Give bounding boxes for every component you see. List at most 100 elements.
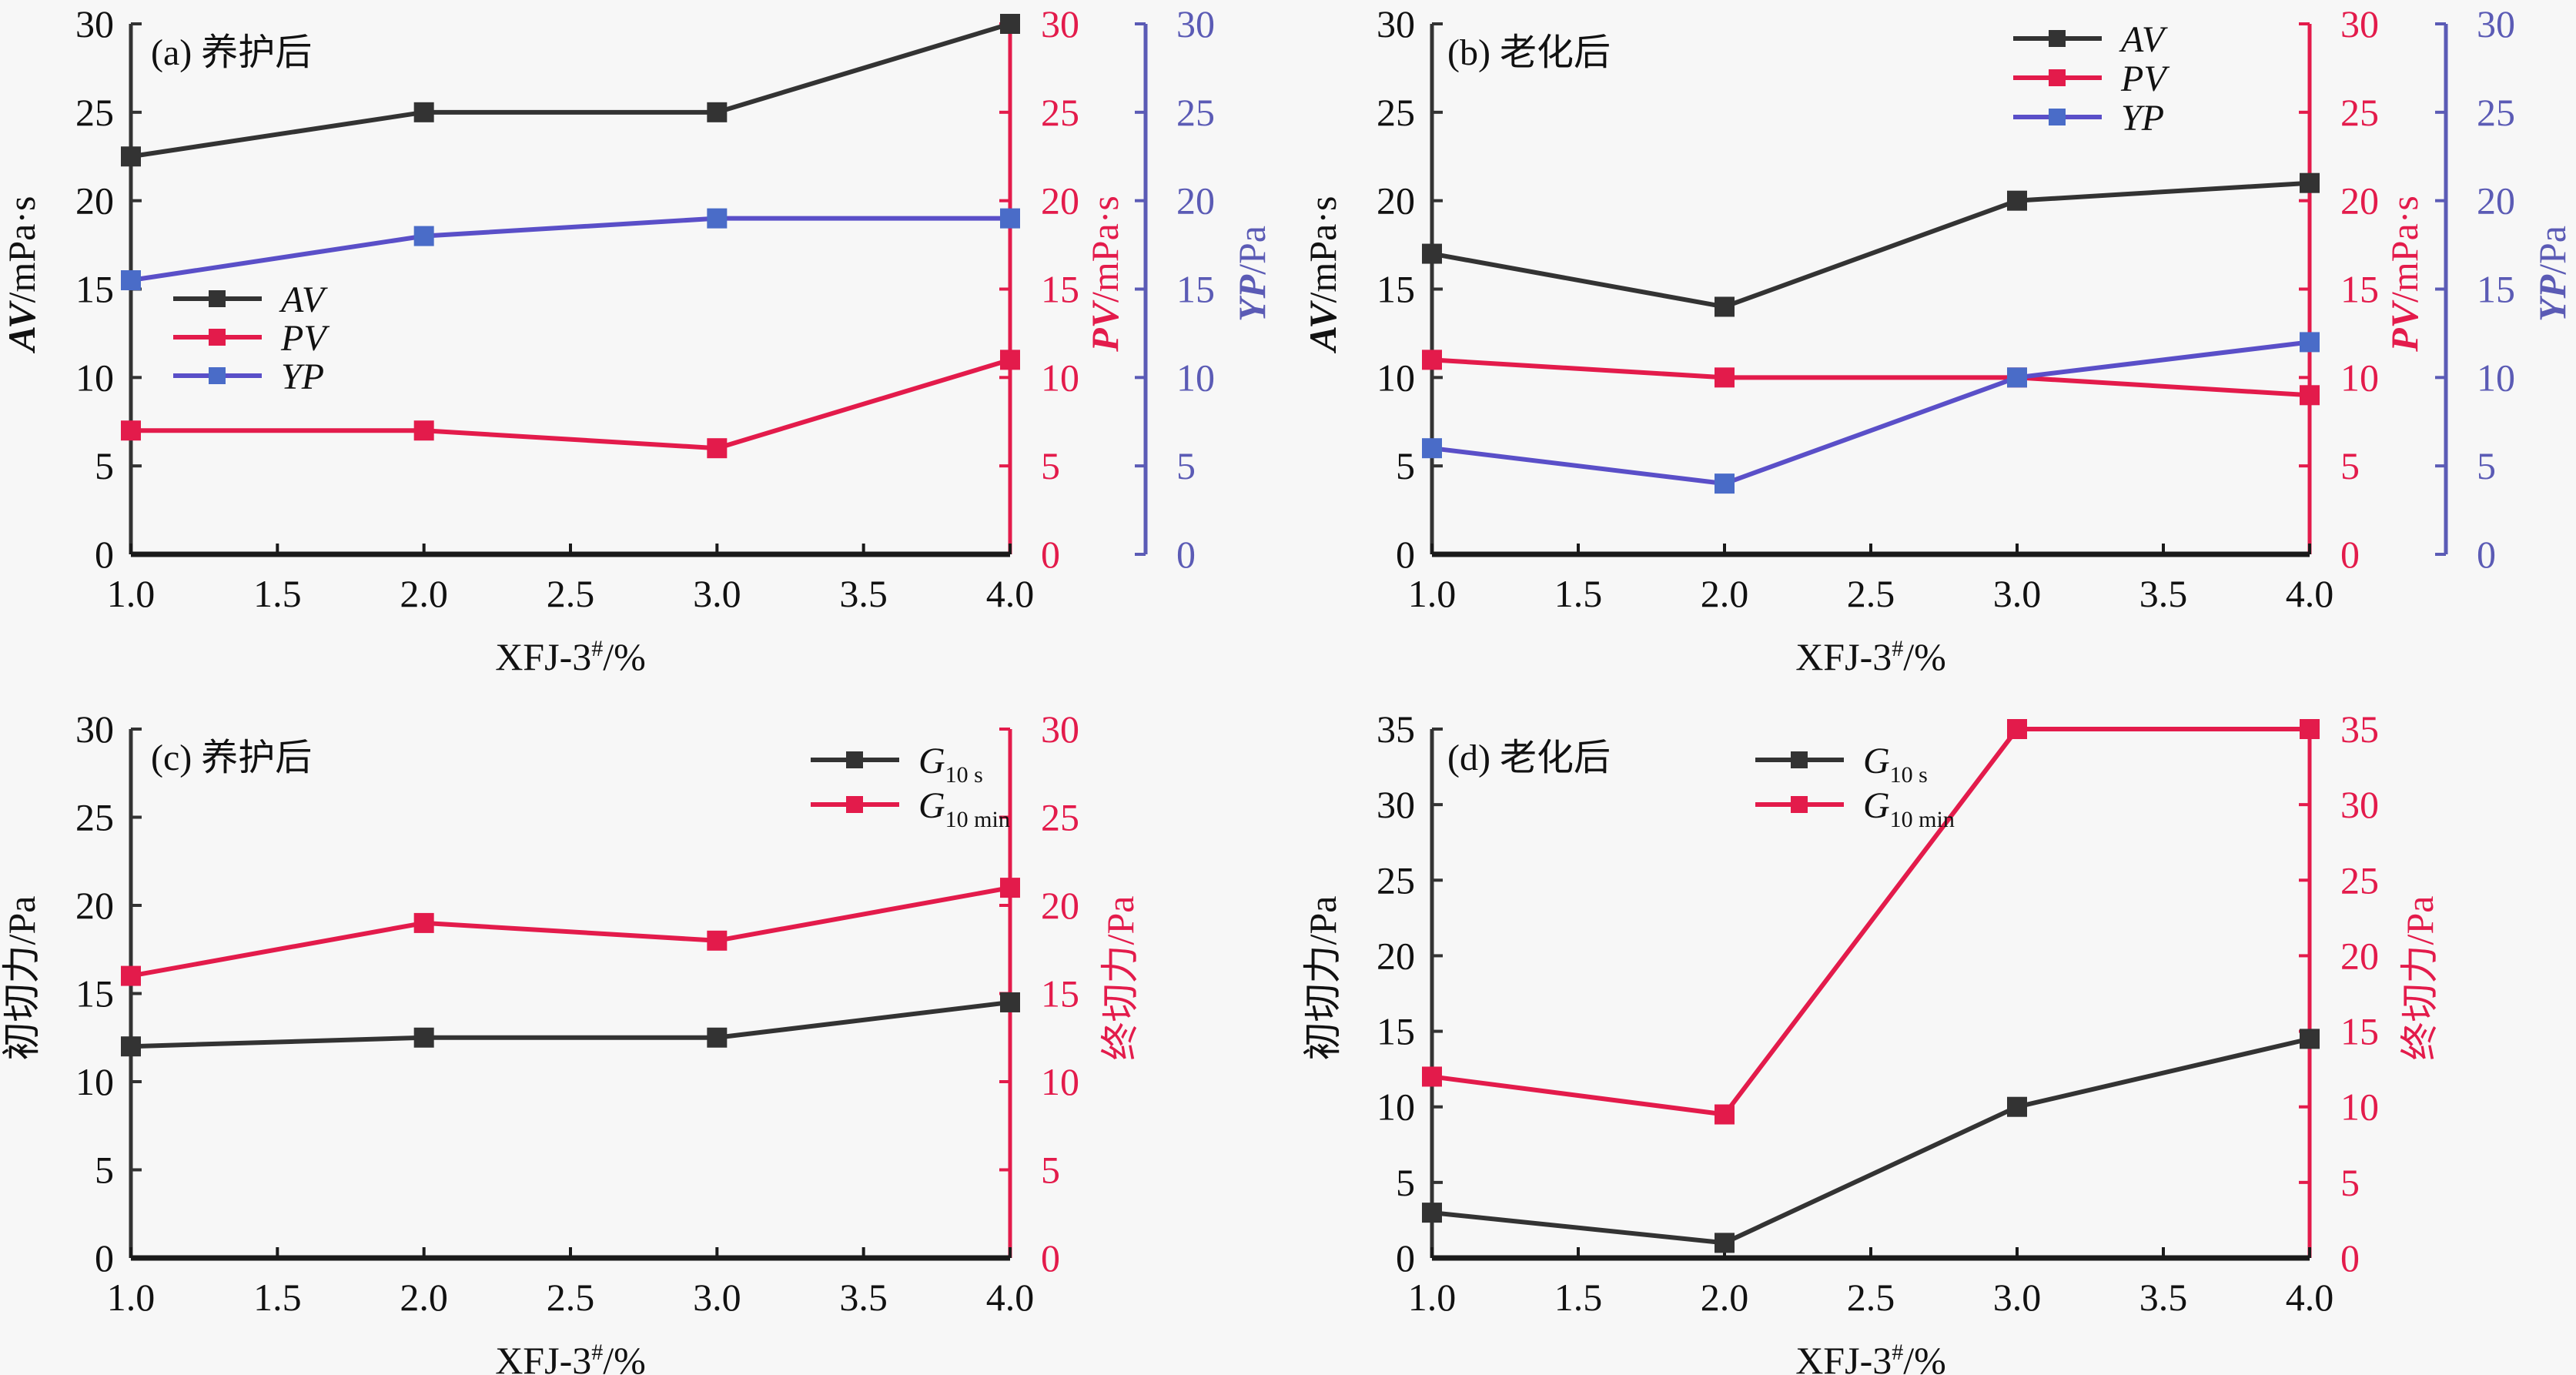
x-axis-title-superscript: # (591, 636, 603, 661)
y-axis-title-left: AV/mPa·s (0, 196, 43, 354)
y-tick-label-right2: 20 (2477, 179, 2515, 222)
y-tick-label-left: 25 (75, 91, 114, 134)
data-point-G10-s (1422, 1203, 1442, 1223)
legend-label-subscript: 10 min (1890, 807, 1955, 832)
y-axis-title-left: 初切力/Pa (1301, 896, 1344, 1061)
y-tick-label-right2: 5 (2477, 444, 2496, 487)
y-tick-label-left: 20 (1377, 179, 1415, 222)
y-tick-label-right2: 20 (1176, 179, 1215, 222)
x-axis-title: XFJ-3#/% (1795, 635, 1946, 678)
y-tick-label-right1: 0 (2340, 1236, 2360, 1280)
x-axis-title-main: XFJ-3 (495, 1339, 591, 1375)
y-axis-title-unit: /mPa·s (1083, 196, 1126, 303)
legend-label: YP (281, 356, 324, 397)
y-axis-title-right1: 终切力/Pa (2398, 896, 2441, 1061)
legend-label-main: YP (2121, 98, 2164, 139)
data-point-YP (1422, 438, 1442, 459)
x-axis-title-main: XFJ-3 (495, 635, 591, 678)
data-point-PV (707, 438, 728, 459)
data-point-G10-s (413, 1027, 434, 1048)
x-tick-label: 3.0 (693, 1276, 741, 1319)
y-axis-title-variable: PV (2383, 299, 2426, 353)
y-tick-label-left: 15 (1377, 1010, 1415, 1053)
y-axis-title-unit: 终切力/Pa (1099, 896, 1142, 1061)
series-line-G10-min (1431, 727, 2310, 1117)
x-tick-label: 3.5 (2139, 1276, 2188, 1319)
panel-tag: (a) 养护后 (151, 32, 312, 73)
x-tick-label: 4.0 (2286, 1276, 2334, 1319)
data-point-G10-min (2300, 719, 2320, 739)
y-axis-title-right2: YP/Pa (1230, 226, 1273, 322)
legend-label: AV (279, 279, 328, 320)
series-line-G10-s (1431, 1036, 2310, 1246)
y-tick-label-right1: 30 (2340, 2, 2379, 45)
x-tick-label: 2.5 (1847, 572, 1895, 615)
y-axis-title-unit: 初切力/Pa (1301, 896, 1344, 1061)
y-axis-title-unit: 初切力/Pa (0, 896, 43, 1061)
y-tick-label-right2: 30 (2477, 2, 2515, 45)
x-tick-label: 1.5 (253, 1276, 302, 1319)
panel-a: 0 5 10 15 20 25 30 AV/mPa·s 0 5 10 15 20 25 30 PV/mPa·s… (0, 2, 1273, 678)
y-tick-label-right1: 20 (2340, 934, 2379, 977)
data-point-G10-s (2300, 1029, 2320, 1049)
legend-label-main: G (918, 785, 945, 826)
legend-marker (209, 329, 226, 346)
legend-label-main: G (1863, 785, 1890, 826)
data-point-G10-min (707, 930, 728, 951)
y-axis-title-right1: 终切力/Pa (1099, 896, 1142, 1061)
y-tick-label-right1: 15 (2340, 1010, 2379, 1053)
data-point-AV (121, 146, 141, 167)
y-tick-label-right1: 25 (2340, 858, 2379, 902)
series-line-G10-min (130, 885, 1011, 979)
legend-label-main: G (918, 741, 945, 781)
legend-marker (846, 796, 863, 813)
legend-label-main: YP (281, 356, 324, 397)
legend-label-subscript: 10 s (945, 762, 983, 788)
x-tick-label: 3.0 (1993, 1276, 2042, 1319)
y-tick-label-right2: 30 (1176, 2, 1215, 45)
data-point-G10-s (121, 1036, 141, 1057)
data-point-PV (1422, 350, 1442, 370)
y-tick-label-right1: 5 (2340, 444, 2360, 487)
y-axis-title-unit: 终切力/Pa (2398, 896, 2441, 1061)
data-point-PV (121, 420, 141, 441)
y-tick-label-right1: 10 (1041, 356, 1079, 399)
y-tick-label-left: 30 (1377, 783, 1415, 826)
data-point-AV (413, 102, 434, 122)
x-tick-label: 1.0 (107, 572, 156, 615)
data-point-G10-s (1715, 1233, 1735, 1253)
data-point-G10-s (707, 1027, 728, 1048)
data-point-YP (707, 208, 728, 229)
x-tick-label: 2.0 (400, 572, 448, 615)
x-tick-label: 2.0 (1701, 1276, 1749, 1319)
x-tick-label: 1.0 (1408, 1276, 1457, 1319)
series-line-YP (130, 216, 1010, 283)
data-point-YP (1000, 208, 1020, 229)
series-line-G10-s (130, 999, 1011, 1049)
data-point-AV (1422, 243, 1442, 264)
data-point-G10-min (413, 912, 434, 933)
data-point-PV (413, 420, 434, 441)
series-line-PV (1431, 357, 2310, 398)
legend-label: G10 s (918, 741, 983, 788)
x-tick-label: 2.5 (1847, 1276, 1895, 1319)
y-axis-title-unit: /Pa (1230, 226, 1273, 275)
y-axis-title-unit: /mPa·s (1301, 196, 1344, 303)
legend-marker (846, 751, 863, 768)
y-tick-label-right1: 0 (1041, 533, 1060, 576)
y-axis-title-variable: AV (1301, 300, 1344, 354)
x-axis-title-main: XFJ-3 (1795, 1339, 1892, 1375)
panel-d: 0 5 10 15 20 25 30 35 初切力/Pa 0 5 10 15 20 25 30 35 终切力/Pa… (1301, 708, 2441, 1375)
y-tick-label-left: 15 (75, 972, 114, 1015)
data-point-PV (1000, 350, 1020, 370)
y-tick-label-right1: 15 (2340, 268, 2379, 311)
x-tick-label: 4.0 (986, 572, 1035, 615)
data-point-AV (707, 102, 728, 122)
x-tick-label: 4.0 (986, 1276, 1035, 1319)
x-tick-label: 1.0 (107, 1276, 156, 1319)
x-tick-label: 2.0 (400, 1276, 448, 1319)
legend-marker (1791, 751, 1808, 768)
y-tick-label-right2: 25 (1176, 91, 1215, 134)
x-axis-title-unit: /% (1903, 1339, 1946, 1375)
